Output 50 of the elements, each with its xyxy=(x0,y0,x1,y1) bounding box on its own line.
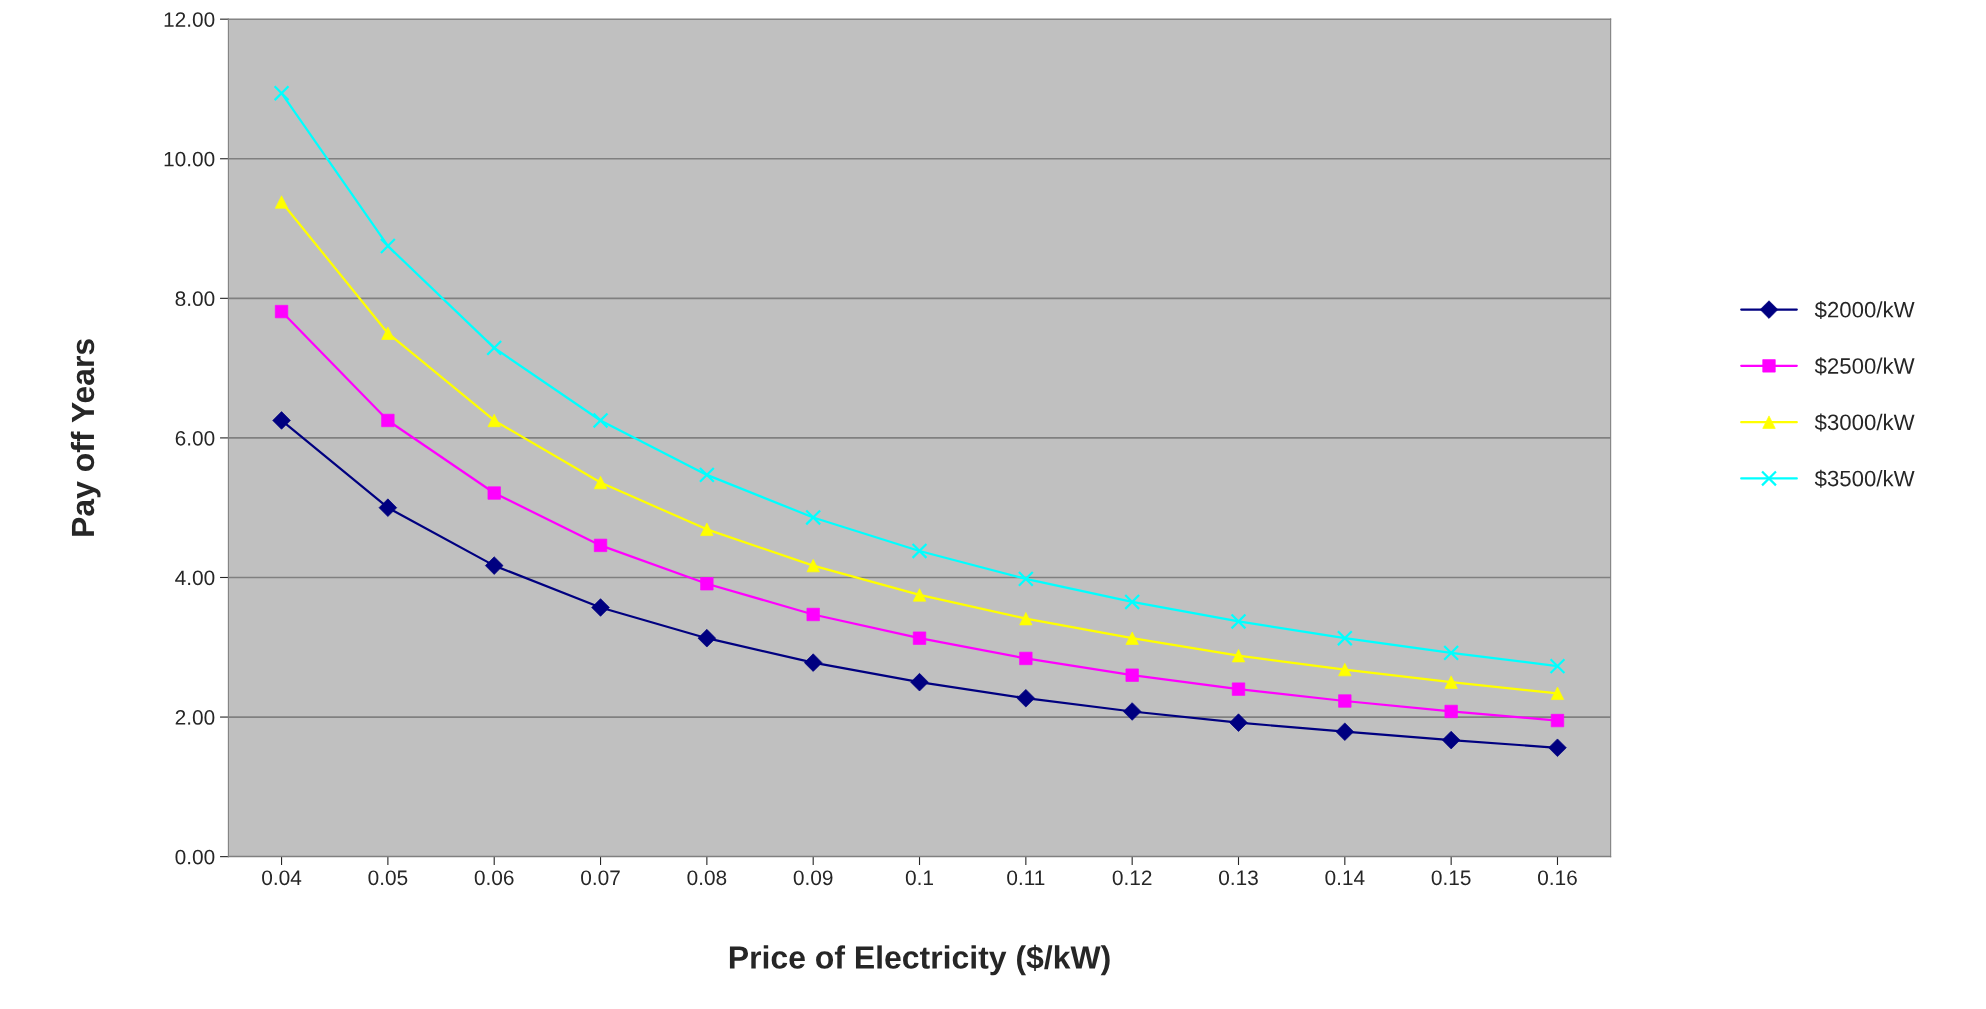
x-tick-label: 0.1 xyxy=(905,870,933,886)
point xyxy=(912,631,927,645)
x-tick-label: 0.15 xyxy=(1431,870,1471,886)
x-tick-label: 0.09 xyxy=(793,870,833,886)
x-tick-label: 0.07 xyxy=(581,870,620,886)
x-tick-label: 0.12 xyxy=(1112,870,1152,886)
point xyxy=(804,653,823,672)
y-tick-label: 0.00 xyxy=(175,849,215,865)
point xyxy=(1231,682,1246,696)
point xyxy=(805,509,822,526)
point xyxy=(1336,630,1353,647)
y-axis-title: Pay off Years xyxy=(70,339,101,536)
point xyxy=(1124,593,1141,610)
point xyxy=(1550,686,1565,700)
x-tick-label: 0.11 xyxy=(1007,870,1045,886)
x-tick-label: 0.08 xyxy=(687,870,727,886)
y-tick-label: 6.00 xyxy=(175,430,215,446)
x-axis-title: Price of Electricity ($/kW) xyxy=(729,944,1110,976)
x-tick-label: 0.06 xyxy=(474,870,514,886)
point xyxy=(698,466,715,483)
point xyxy=(1443,644,1460,661)
point xyxy=(1017,570,1034,587)
point xyxy=(1549,658,1566,675)
legend-label: $3500/kW xyxy=(1814,469,1915,488)
y-tick-label: 4.00 xyxy=(175,570,215,586)
y-tick-label: 10.00 xyxy=(164,151,215,167)
point xyxy=(1230,613,1247,630)
x-tick-label: 0.04 xyxy=(262,870,302,886)
x-tick-label: 0.14 xyxy=(1325,870,1365,886)
point xyxy=(593,538,608,552)
x-tick-label: 0.13 xyxy=(1219,870,1258,886)
y-tick-label: 12.00 xyxy=(164,12,215,27)
y-tick-label: 2.00 xyxy=(175,710,215,725)
point xyxy=(592,412,609,429)
point xyxy=(274,304,289,319)
point xyxy=(486,339,503,356)
x-tick-label: 0.05 xyxy=(368,870,408,886)
legend-label: $2500/kW xyxy=(1814,357,1915,376)
point xyxy=(273,85,290,102)
point xyxy=(1122,702,1142,721)
point xyxy=(381,413,395,428)
point xyxy=(700,522,714,536)
legend-label: $2000/kW xyxy=(1814,300,1915,319)
x-tick-label: 0.16 xyxy=(1538,870,1577,886)
legend-label: $3000/kW xyxy=(1814,413,1915,432)
point xyxy=(379,237,396,255)
point xyxy=(1444,704,1458,719)
point xyxy=(911,542,928,560)
point xyxy=(910,672,929,692)
y-tick-label: 8.00 xyxy=(175,291,215,307)
